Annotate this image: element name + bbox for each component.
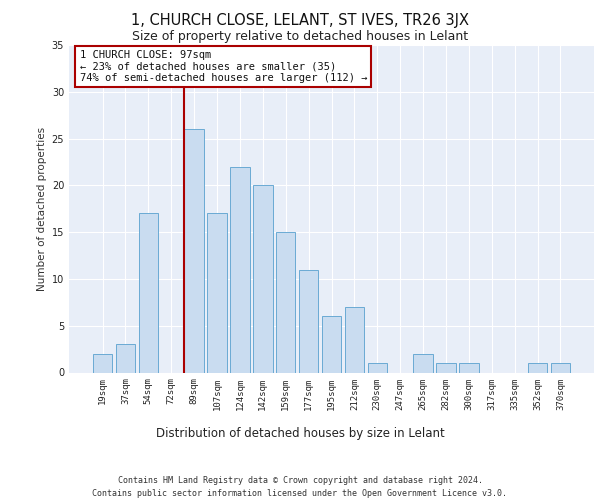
Bar bbox=[253, 186, 272, 372]
Bar bbox=[551, 363, 570, 372]
Bar bbox=[230, 166, 250, 372]
Text: Contains HM Land Registry data © Crown copyright and database right 2024.
Contai: Contains HM Land Registry data © Crown c… bbox=[92, 476, 508, 498]
Text: 1, CHURCH CLOSE, LELANT, ST IVES, TR26 3JX: 1, CHURCH CLOSE, LELANT, ST IVES, TR26 3… bbox=[131, 12, 469, 28]
Bar bbox=[459, 363, 479, 372]
Text: 1 CHURCH CLOSE: 97sqm
← 23% of detached houses are smaller (35)
74% of semi-deta: 1 CHURCH CLOSE: 97sqm ← 23% of detached … bbox=[79, 50, 367, 83]
Bar bbox=[116, 344, 135, 372]
Bar bbox=[413, 354, 433, 372]
Bar bbox=[276, 232, 295, 372]
Bar bbox=[299, 270, 319, 372]
Bar bbox=[528, 363, 547, 372]
Bar bbox=[184, 129, 204, 372]
Text: Size of property relative to detached houses in Lelant: Size of property relative to detached ho… bbox=[132, 30, 468, 43]
Bar bbox=[139, 214, 158, 372]
Text: Distribution of detached houses by size in Lelant: Distribution of detached houses by size … bbox=[155, 428, 445, 440]
Y-axis label: Number of detached properties: Number of detached properties bbox=[37, 126, 47, 291]
Bar bbox=[368, 363, 387, 372]
Bar bbox=[322, 316, 341, 372]
Bar bbox=[93, 354, 112, 372]
Bar bbox=[208, 214, 227, 372]
Bar bbox=[344, 307, 364, 372]
Bar bbox=[436, 363, 455, 372]
